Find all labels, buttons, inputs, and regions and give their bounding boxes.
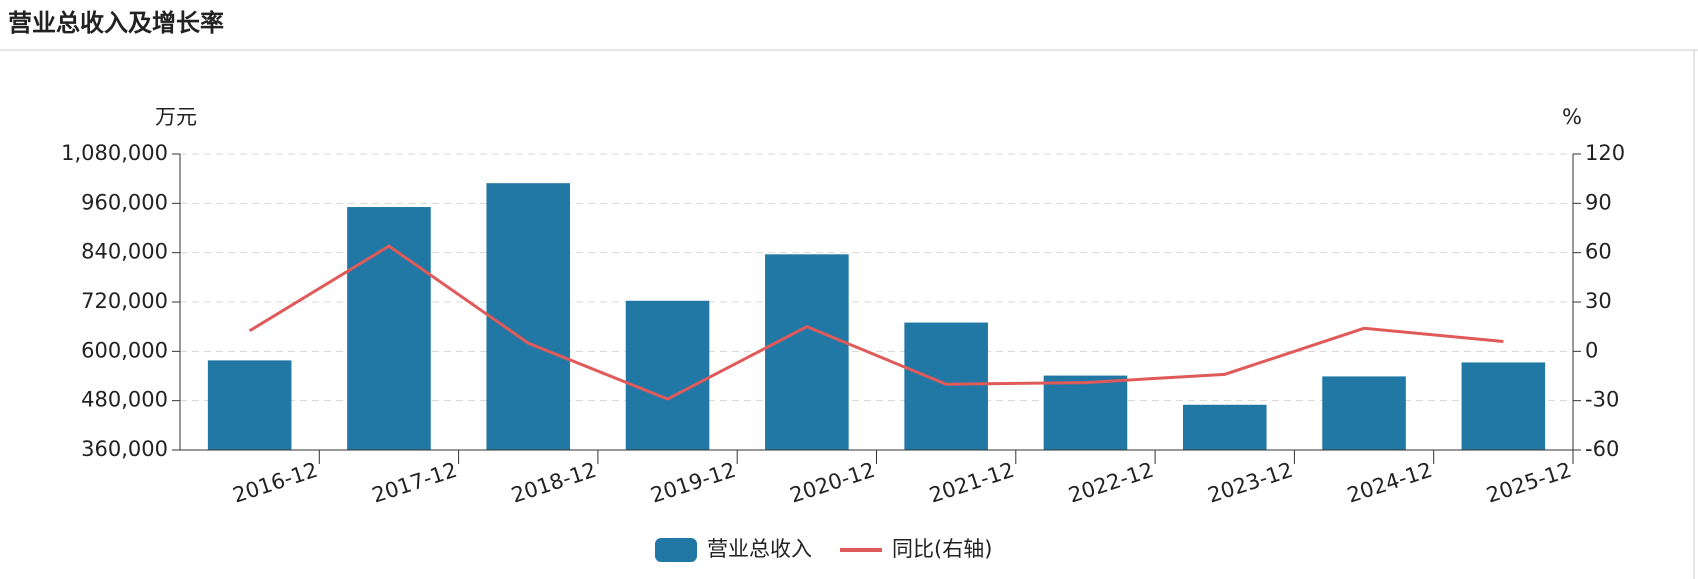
bar: [1322, 376, 1406, 450]
bar: [1461, 362, 1546, 450]
y-tick-label: 360,000: [81, 437, 168, 461]
bar: [207, 360, 292, 450]
y2-tick-label: -30: [1585, 388, 1619, 412]
y-tick-label: 480,000: [81, 388, 168, 412]
line: [248, 244, 1504, 401]
x-tick-label: 2020-12: [787, 458, 878, 508]
x-tick-label: 2023-12: [1205, 458, 1296, 508]
bar: [1182, 404, 1267, 450]
y2-tick-label: 90: [1585, 190, 1612, 214]
x-tick-label: 2017-12: [369, 458, 460, 508]
y2-tick-label: 60: [1585, 240, 1612, 264]
bar: [904, 322, 988, 450]
x-tick-label: 2022-12: [1066, 458, 1157, 508]
y-tick-label: 1,080,000: [61, 141, 168, 165]
x-tick-label: 2018-12: [508, 458, 599, 508]
legend-swatch: [655, 538, 697, 562]
y2-tick-label: 30: [1585, 289, 1612, 313]
x-tick-label: 2021-12: [926, 458, 1017, 508]
x-tick-label: 2025-12: [1484, 458, 1575, 508]
x-tick-label: 2016-12: [230, 458, 321, 508]
x-tick-label: 2019-12: [648, 458, 739, 508]
x-tick-label: 2024-12: [1344, 458, 1435, 508]
legend-label: 营业总收入: [707, 537, 812, 561]
y-axis-unit: 万元: [155, 105, 197, 129]
y-tick-label: 600,000: [81, 338, 168, 362]
bar: [347, 207, 431, 450]
y2-tick-label: 0: [1585, 338, 1598, 362]
bar: [625, 300, 710, 450]
y2-tick-label: 120: [1585, 141, 1625, 165]
y2-axis-unit: %: [1562, 105, 1582, 129]
y-tick-label: 960,000: [81, 190, 168, 214]
legend-label: 同比(右轴): [892, 537, 992, 561]
y2-tick-label: -60: [1585, 437, 1619, 461]
bar: [765, 254, 849, 450]
chart-title: 营业总收入及增长率: [8, 9, 224, 37]
bar: [486, 183, 571, 450]
bar: [1043, 375, 1128, 450]
y-tick-label: 840,000: [81, 240, 168, 264]
y-tick-label: 720,000: [81, 289, 168, 313]
